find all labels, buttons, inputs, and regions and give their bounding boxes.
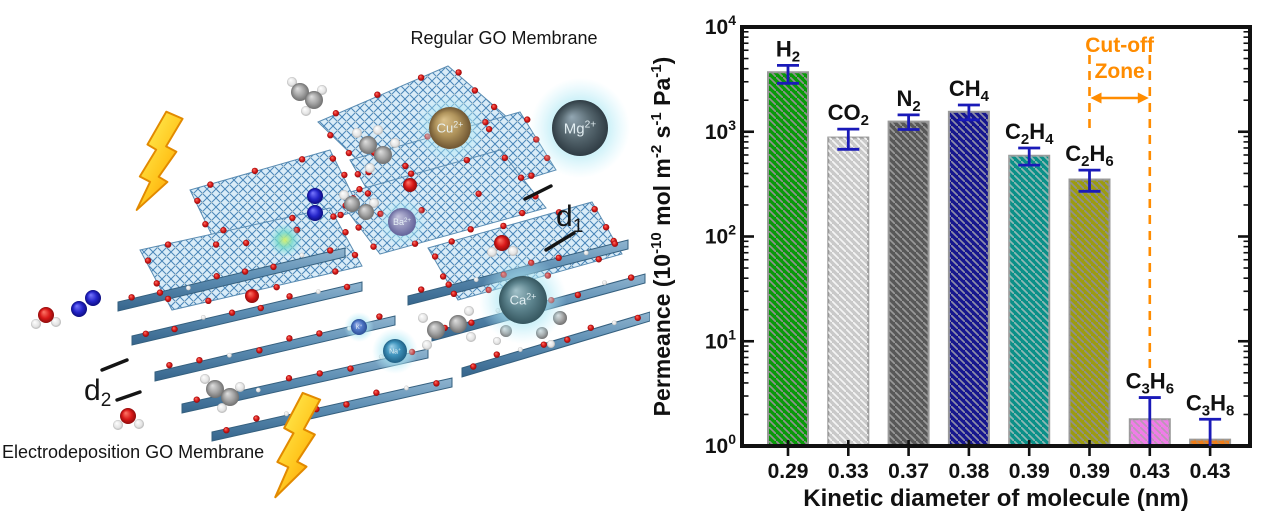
- oxygen-functional-groups: [128, 69, 641, 434]
- ion-trap-glow: [268, 223, 302, 257]
- bar-hatch: [948, 111, 989, 447]
- y-tick-label: 104: [705, 12, 736, 39]
- d2-label: d2: [84, 374, 111, 411]
- lightning-bolt-bottom: [274, 391, 322, 499]
- hydrated-ions: Cu2+ Mg2+ Ba2+ Ca2+ K+ Na+: [344, 78, 630, 374]
- x-tick-label-4: 0.39: [1009, 460, 1050, 483]
- gas-label-0: H2: [776, 36, 800, 65]
- bar-group-c2h4: [1008, 154, 1051, 447]
- ion-label: Ba2+: [393, 217, 411, 227]
- bar-hatch: [828, 137, 869, 447]
- go-sheets-electrodeposited: [117, 239, 650, 442]
- x-tick-label-3: 0.38: [948, 460, 989, 483]
- gas-label-2: N2: [896, 86, 920, 115]
- ion-sphere: [499, 276, 547, 324]
- ion-mg: Mg2+: [530, 78, 630, 178]
- gas-label-5: C2H6: [1065, 141, 1113, 170]
- y-axis-title: Permeance (10-10 mol m-2 s-1 Pa-1): [650, 57, 675, 417]
- bar-hatch: [1009, 155, 1050, 447]
- error-bar-3: [957, 103, 980, 122]
- gas-label-4: C2H4: [1005, 119, 1054, 148]
- ion-na: Na+: [372, 328, 418, 374]
- ion-label: K+: [356, 323, 363, 331]
- lightning-bolt-top: [135, 110, 184, 211]
- ion-sphere: [429, 107, 471, 149]
- error-bar-2: [897, 113, 920, 131]
- ion-cu: Cu2+: [414, 92, 486, 164]
- bar-hatch: [1069, 179, 1110, 447]
- error-bar-6: [1138, 396, 1161, 444]
- error-bar-5: [1078, 168, 1101, 193]
- bar-hatch: [768, 72, 808, 447]
- error-bar-0: [777, 63, 799, 85]
- bar-group-c2h6: [1068, 178, 1111, 447]
- error-bar-1: [837, 127, 860, 151]
- bar-group-n2: [887, 120, 930, 448]
- bar-group-ch4: [947, 110, 990, 448]
- x-tick-label-6: 0.43: [1129, 460, 1170, 483]
- ion-sphere: [383, 339, 407, 363]
- y-tick-label: 103: [705, 117, 736, 144]
- ion-k: K+: [344, 312, 374, 342]
- ion-ca: Ca2+: [479, 256, 567, 344]
- d-spacing-markers: [100, 184, 576, 402]
- go-sheets-regular: [139, 65, 623, 311]
- cutoff-label-line2: Zone: [1095, 60, 1145, 83]
- x-tick-label-7: 0.43: [1190, 460, 1231, 483]
- gas-label-3: CH4: [949, 76, 990, 105]
- ion-ba: Ba2+: [377, 197, 427, 247]
- bar-group-co2: [827, 136, 870, 448]
- y-tick-label: 102: [705, 222, 736, 249]
- error-bar-7: [1199, 417, 1222, 446]
- gas-label-6: C3H6: [1126, 369, 1174, 398]
- x-tick-label-1: 0.33: [828, 460, 869, 483]
- ion-sphere: [351, 319, 367, 335]
- permeance-chart: 100 101 102 103 104 0.29 0.33 0.37 0.38 0.39 0.39 0…: [648, 0, 1269, 519]
- ion-sphere: [388, 208, 416, 236]
- ion-sphere: [552, 100, 608, 156]
- d1-label: d1: [556, 200, 583, 237]
- x-tick-label-2: 0.37: [888, 460, 929, 483]
- go-membrane-illustration: Cu2+ Mg2+ Ba2+ Ca2+ K+ Na+ Regular GO Membran…: [2, 28, 650, 499]
- ion-label: Mg2+: [564, 120, 597, 138]
- gas-label-7: C3H8: [1186, 390, 1234, 419]
- ion-label: Na+: [389, 348, 401, 356]
- y-tick-label: 100: [705, 431, 736, 458]
- cutoff-label-line1: Cut-off: [1085, 34, 1155, 57]
- axis-ticks: [742, 25, 1250, 448]
- regular-membrane-label: Regular GO Membrane: [410, 28, 597, 48]
- electrodeposition-membrane-label: Electrodeposition GO Membrane: [2, 442, 264, 462]
- gas-label-1: CO2: [828, 100, 869, 129]
- x-axis-title: Kinetic diameter of molecule (nm): [803, 485, 1188, 512]
- cutoff-zone-annotation: Cut-off Zone: [1085, 34, 1155, 368]
- bar-group-h2: [767, 71, 809, 448]
- bar-hatch: [888, 121, 929, 446]
- y-tick-label: 101: [705, 326, 736, 353]
- x-tick-label-5: 0.39: [1069, 460, 1110, 483]
- x-tick-label-0: 0.29: [768, 460, 809, 483]
- ion-label: Cu2+: [437, 120, 464, 136]
- ion-label: Ca2+: [510, 292, 537, 308]
- error-bar-4: [1018, 146, 1041, 167]
